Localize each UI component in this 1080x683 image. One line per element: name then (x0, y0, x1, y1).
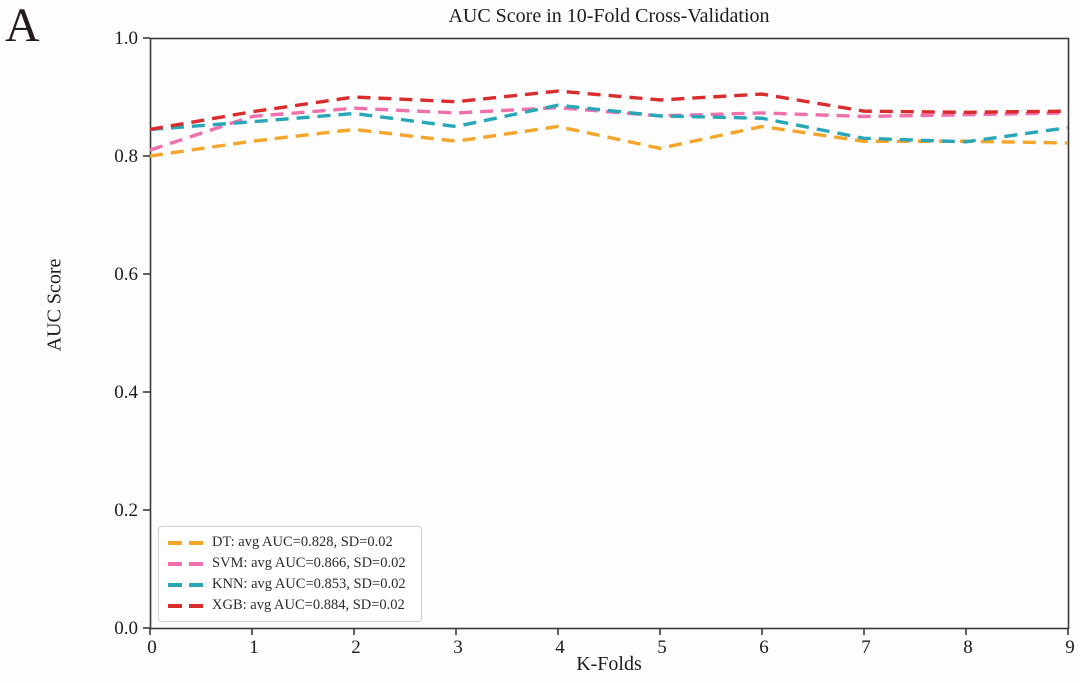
y-axis-label: AUC Score (43, 258, 66, 352)
panel-label: A (5, 0, 40, 52)
x-tick-label: 0 (147, 637, 157, 658)
x-tick-label: 3 (453, 637, 463, 658)
xgb-line-swatch (168, 603, 203, 608)
x-axis-label: K-Folds (576, 653, 642, 675)
legend-label-knn: KNN: avg AUC=0.853, SD=0.02 (212, 576, 406, 592)
x-tick-label: 2 (351, 637, 361, 658)
y-tick-label: 0.8 (114, 146, 138, 167)
series-line-knn (149, 103, 1069, 144)
x-tick-label: 8 (963, 637, 973, 658)
series-line-dt (149, 124, 1069, 158)
chart-title: AUC Score in 10-Fold Cross-Validation (448, 5, 770, 27)
legend-item-knn: KNN: avg AUC=0.853, SD=0.02 (168, 576, 411, 593)
y-tick-label: 0.2 (114, 500, 138, 521)
legend-label-dt: DT: avg AUC=0.828, SD=0.02 (212, 534, 393, 550)
legend-item-dt: DT: avg AUC=0.828, SD=0.02 (168, 534, 411, 551)
series-line-xgb (149, 89, 1069, 132)
x-tick-label: 4 (555, 637, 565, 658)
x-tick-label: 9 (1065, 637, 1075, 658)
y-tick-label: 1.0 (114, 28, 138, 49)
knn-line-swatch (168, 582, 203, 587)
x-tick-label: 7 (861, 637, 871, 658)
legend: DT: avg AUC=0.828, SD=0.02 SVM: avg AUC=… (158, 526, 422, 622)
legend-label-svm: SVM: avg AUC=0.866, SD=0.02 (212, 555, 406, 571)
legend-item-svm: SVM: avg AUC=0.866, SD=0.02 (168, 555, 411, 572)
x-tick-label: 5 (657, 637, 667, 658)
y-tick-label: 0.6 (114, 264, 138, 285)
x-tick-label: 6 (759, 637, 769, 658)
y-tick-label: 0.4 (114, 382, 138, 403)
legend-item-xgb: XGB: avg AUC=0.884, SD=0.02 (168, 597, 411, 614)
series-line-svm (149, 105, 1069, 152)
legend-label-xgb: XGB: avg AUC=0.884, SD=0.02 (212, 597, 405, 613)
dt-line-swatch (168, 540, 203, 545)
plot-frame (149, 37, 1070, 630)
svm-line-swatch (168, 561, 203, 566)
x-tick-label: 1 (249, 637, 259, 658)
y-tick-label: 0.0 (114, 618, 138, 639)
